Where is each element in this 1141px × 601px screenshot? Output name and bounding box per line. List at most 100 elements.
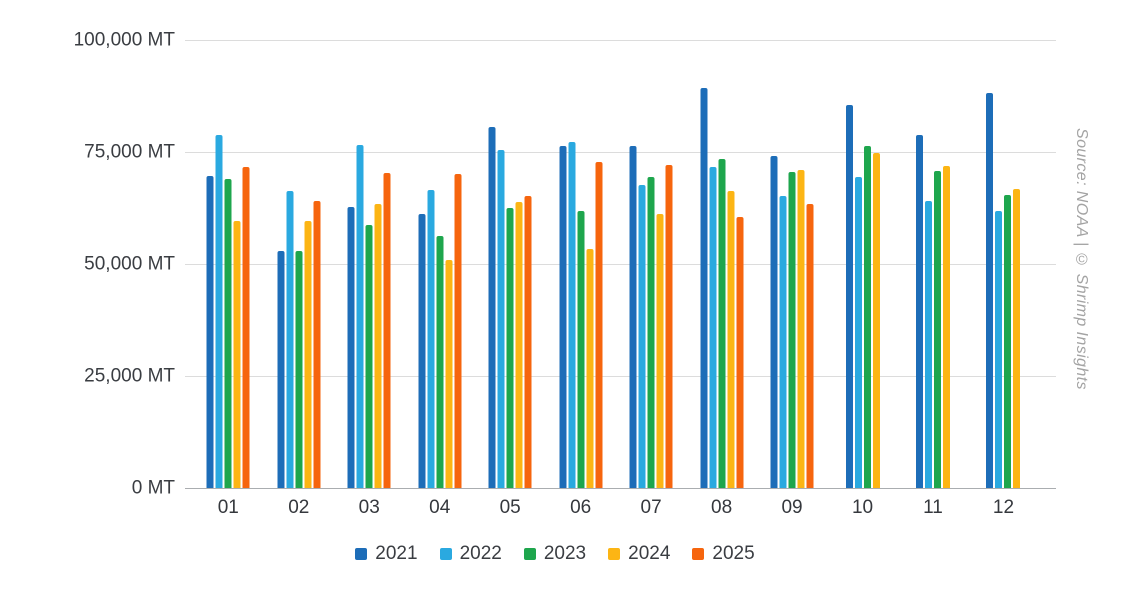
bar-2021-01[interactable] <box>206 175 214 488</box>
bar-2021-03[interactable] <box>347 207 355 488</box>
legend-swatch-icon <box>439 547 452 560</box>
x-axis-tick-label-01: 01 <box>217 497 239 518</box>
x-axis-tick-label-12: 12 <box>992 497 1015 518</box>
y-axis-tick-label: 50,000 MT <box>84 253 175 275</box>
bar-2024-01[interactable] <box>233 220 241 488</box>
bar-2022-08[interactable] <box>709 167 717 488</box>
x-axis-tick-label-08: 08 <box>711 497 733 518</box>
bar-2023-10[interactable] <box>863 145 871 488</box>
bar-2024-12[interactable] <box>1013 188 1021 488</box>
legend-label: 2024 <box>628 543 671 564</box>
legend-swatch-icon <box>355 547 368 560</box>
bar-2025-05[interactable] <box>524 196 532 488</box>
bar-2022-02[interactable] <box>286 191 294 488</box>
bar-group-06 <box>559 40 603 488</box>
legend-item-2021[interactable]: 2021 <box>355 543 418 564</box>
y-axis-tick-label: 100,000 MT <box>73 29 175 51</box>
bar-2024-08[interactable] <box>727 191 735 488</box>
bar-2023-12[interactable] <box>1004 195 1012 488</box>
bar-2025-09[interactable] <box>806 203 814 488</box>
bar-2022-04[interactable] <box>427 189 435 488</box>
bar-2025-07[interactable] <box>665 164 673 488</box>
bar-2024-06[interactable] <box>586 249 594 488</box>
bar-2023-06[interactable] <box>577 210 585 488</box>
source-note: Source: NOAA | © Shrimp Insights <box>1073 128 1090 390</box>
bar-group-07 <box>629 40 673 488</box>
bar-group-12 <box>986 40 1021 488</box>
legend-item-2022[interactable]: 2022 <box>439 543 502 564</box>
bar-group-03 <box>347 40 391 488</box>
legend-item-2024[interactable]: 2024 <box>608 544 670 563</box>
x-axis-tick-label-09: 09 <box>781 497 803 518</box>
bar-group-11 <box>916 40 950 488</box>
legend-swatch-icon <box>608 547 621 560</box>
plot-area: 01 02 03 04 05 06 07 08 09 10 11 12 <box>185 40 1056 518</box>
x-axis-tick-label-03: 03 <box>358 497 380 518</box>
bar-2023-07[interactable] <box>647 177 655 488</box>
gridline-50000 <box>185 264 1056 265</box>
x-axis-tick-label-05: 05 <box>499 497 521 518</box>
bar-2022-12[interactable] <box>995 211 1003 488</box>
gridline-25000 <box>185 376 1056 377</box>
bar-2024-07[interactable] <box>656 213 664 488</box>
bar-2021-07[interactable] <box>629 145 637 488</box>
bar-2024-05[interactable] <box>515 202 523 488</box>
bar-2023-02[interactable] <box>295 250 303 488</box>
bar-2023-04[interactable] <box>436 236 444 488</box>
bar-2025-08[interactable] <box>736 217 744 488</box>
bar-2021-08[interactable] <box>700 88 708 488</box>
bar-2023-08[interactable] <box>718 158 726 488</box>
legend-swatch-icon <box>523 547 536 560</box>
legend: 2021 2022 2023 2024 2025 <box>185 544 925 563</box>
bar-2023-09[interactable] <box>788 171 796 488</box>
bar-2022-01[interactable] <box>215 135 223 488</box>
bar-2025-04[interactable] <box>454 173 462 488</box>
x-axis-tick-label-10: 10 <box>851 497 874 518</box>
bar-2022-09[interactable] <box>779 196 787 488</box>
bar-2024-11[interactable] <box>943 166 950 488</box>
bar-2021-04[interactable] <box>418 214 426 488</box>
bar-2021-12[interactable] <box>986 92 994 488</box>
bar-2023-11[interactable] <box>934 171 941 488</box>
bar-2023-01[interactable] <box>224 178 232 488</box>
bar-2021-09[interactable] <box>770 156 778 488</box>
bar-2021-02[interactable] <box>277 251 285 488</box>
bar-2025-02[interactable] <box>313 201 321 488</box>
bar-2021-05[interactable] <box>488 127 496 488</box>
bar-2022-11[interactable] <box>925 200 932 488</box>
bar-2021-11[interactable] <box>916 134 923 488</box>
legend-label: 2021 <box>375 543 418 564</box>
bar-2022-05[interactable] <box>497 150 505 488</box>
legend-label: 2023 <box>543 543 587 564</box>
bar-2024-04[interactable] <box>445 259 453 488</box>
bar-2023-03[interactable] <box>365 224 373 488</box>
bar-2025-06[interactable] <box>595 162 603 488</box>
legend-item-2023[interactable]: 2023 <box>523 543 587 564</box>
legend-item-2025[interactable]: 2025 <box>692 543 755 564</box>
bar-2024-10[interactable] <box>872 153 880 488</box>
bar-2022-03[interactable] <box>356 145 364 488</box>
x-axis-tick-label-02: 02 <box>288 497 310 518</box>
x-axis-tick-label-07: 07 <box>640 497 662 518</box>
bar-2021-10[interactable] <box>845 104 853 488</box>
y-axis-tick-label: 0 MT <box>131 477 175 499</box>
bar-2022-07[interactable] <box>638 184 646 488</box>
bar-2022-06[interactable] <box>568 142 576 488</box>
bar-2025-03[interactable] <box>383 173 391 488</box>
x-axis-tick-label-11: 11 <box>923 497 943 518</box>
legend-label: 2022 <box>459 543 502 564</box>
bar-2024-03[interactable] <box>374 203 382 488</box>
bar-group-04 <box>418 40 462 488</box>
legend-label: 2025 <box>712 543 755 564</box>
gridline-0 <box>185 488 1056 489</box>
bar-2022-10[interactable] <box>854 176 862 488</box>
bar-2024-02[interactable] <box>304 221 312 488</box>
bar-group-10 <box>845 40 880 488</box>
bar-2025-01[interactable] <box>242 167 250 488</box>
gridline-75000 <box>185 152 1056 153</box>
bar-2023-05[interactable] <box>506 208 514 488</box>
bar-2021-06[interactable] <box>559 145 567 488</box>
bar-group-02 <box>277 40 321 488</box>
bar-2024-09[interactable] <box>797 169 805 488</box>
